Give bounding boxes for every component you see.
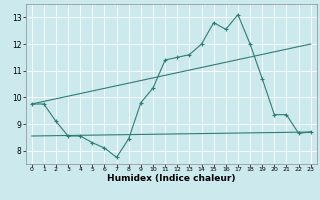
X-axis label: Humidex (Indice chaleur): Humidex (Indice chaleur) <box>107 174 236 183</box>
